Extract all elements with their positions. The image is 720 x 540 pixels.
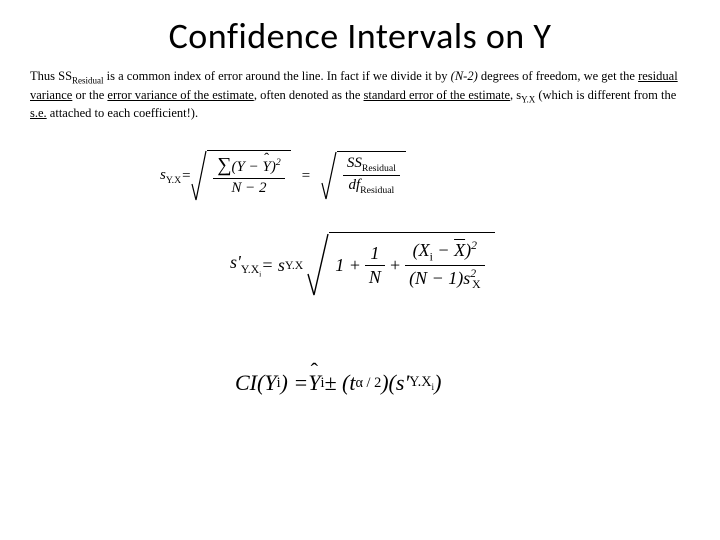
underline-text: s.e. — [30, 106, 47, 120]
x-bar: X — [454, 240, 465, 260]
text: or the — [72, 88, 107, 102]
subscript: Y.Xi — [241, 263, 261, 276]
subscript: Y.X — [521, 94, 535, 104]
fraction: (Xi − X)2 (N − 1)s2X — [405, 239, 484, 291]
text: − — [433, 240, 454, 260]
text: (Y — [257, 370, 277, 396]
text: = s — [261, 255, 285, 276]
underline-text: error variance of the estimate — [107, 88, 253, 102]
equation-1: sY.X = ∑(Y − Y)2 N − 2 = SSResidual dfRe… — [160, 150, 560, 202]
subscript: Y.X — [285, 259, 303, 272]
radical-icon — [191, 150, 207, 202]
numerator: ∑(Y − Y)2 — [213, 154, 284, 179]
text: 1 + — [335, 255, 361, 276]
text: df — [348, 177, 360, 193]
sqrt: ∑(Y − Y)2 N − 2 — [191, 150, 290, 202]
y-hat: Y — [308, 370, 320, 396]
text: SS — [347, 155, 362, 171]
slide-title: Confidence Intervals on Y — [0, 0, 720, 58]
sqrt: SSResidual dfResidual — [321, 151, 406, 201]
radicand: 1 + 1 N + (Xi − X)2 (N − 1)s2X — [329, 232, 494, 298]
subscript: Residual — [72, 76, 104, 86]
text: ± (t — [324, 370, 355, 396]
numerator: 1 — [365, 243, 385, 266]
subscript: Y.X — [166, 175, 181, 186]
text: Y.X — [409, 374, 431, 390]
text: + — [389, 255, 401, 276]
text: , often denoted as the — [254, 88, 364, 102]
text: degrees of freedom, we get the — [478, 69, 638, 83]
denominator: N − 2 — [213, 179, 284, 197]
sqrt: 1 + 1 N + (Xi − X)2 (N − 1)s2X — [307, 232, 494, 298]
fraction: 1 N — [365, 243, 385, 288]
var: s' — [230, 252, 241, 272]
text: )(s' — [381, 370, 409, 396]
radicand-row: 1 + 1 N + (Xi − X)2 (N − 1)s2X — [335, 239, 488, 291]
body-paragraph: Thus SSResidual is a common index of err… — [0, 58, 720, 122]
radicand: ∑(Y − Y)2 N − 2 — [207, 150, 290, 202]
subscript: α / 2 — [355, 375, 381, 392]
slide: Confidence Intervals on Y Thus SSResidua… — [0, 0, 720, 540]
text: 2 — [470, 267, 476, 280]
superscript: 2 — [470, 267, 476, 280]
text: (N − 1)s — [409, 268, 470, 288]
italic-text: (N-2) — [451, 69, 478, 83]
text: (Y − — [232, 159, 263, 175]
fraction: SSResidual dfResidual — [343, 155, 400, 196]
subscript: Residual — [362, 163, 396, 174]
numerator: SSResidual — [343, 155, 400, 176]
subscript: Residual — [360, 185, 394, 196]
fraction: ∑(Y − Y)2 N − 2 — [213, 154, 284, 197]
radical-icon — [321, 151, 337, 201]
equation-3: CI(Yi) = Yi ± (tα / 2)(s'Y.Xi ) — [235, 370, 595, 396]
text: ) — [434, 370, 441, 396]
radicand: SSResidual dfResidual — [337, 151, 406, 201]
equals: = — [291, 168, 321, 185]
subscript: Y.Xi — [409, 374, 434, 393]
equation-2: s'Y.Xi = sY.X 1 + 1 N + (Xi − X)2 — [230, 232, 650, 298]
denominator: (N − 1)s2X — [405, 266, 484, 292]
underline-text: standard error of the estimate — [364, 88, 510, 102]
text: attached to each coefficient!). — [47, 106, 198, 120]
text: , s — [510, 88, 521, 102]
text: ) = — [281, 370, 309, 396]
text: Y.X — [241, 263, 259, 276]
text: (X — [413, 240, 430, 260]
superscript: 2 — [276, 157, 281, 168]
lhs: s'Y.Xi — [230, 252, 261, 278]
text: Thus SS — [30, 69, 72, 83]
text: is a common index of error around the li… — [104, 69, 451, 83]
y-hat: Y — [262, 159, 270, 176]
numerator: (Xi − X)2 — [405, 239, 484, 266]
subscript: X — [472, 278, 480, 291]
sigma-icon: ∑ — [217, 154, 231, 176]
superscript: 2 — [471, 239, 477, 252]
lhs: sY.X — [160, 167, 181, 186]
equals: = — [181, 168, 191, 185]
denominator: dfResidual — [343, 176, 400, 196]
denominator: N — [365, 266, 385, 288]
var: CI — [235, 370, 257, 396]
text: (which is different from the — [535, 88, 676, 102]
radical-icon — [307, 232, 329, 298]
